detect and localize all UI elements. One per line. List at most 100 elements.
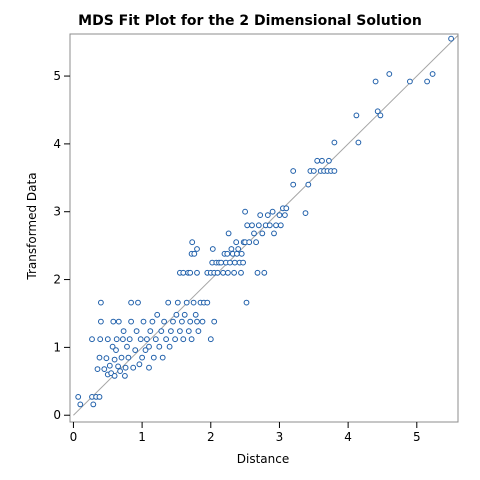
data-point — [98, 318, 104, 325]
data-point — [227, 259, 233, 266]
data-point — [233, 239, 240, 246]
data-point — [220, 269, 227, 276]
data-point — [104, 336, 111, 343]
data-point — [109, 343, 116, 350]
data-point — [133, 328, 140, 335]
data-point — [238, 269, 244, 276]
plot-frame — [69, 33, 459, 423]
data-point — [377, 112, 384, 119]
data-point — [140, 318, 147, 325]
data-point — [259, 230, 266, 237]
data-point — [154, 311, 161, 318]
data-point — [97, 336, 104, 343]
data-point — [235, 246, 242, 252]
data-point — [156, 343, 163, 350]
data-point — [310, 168, 317, 174]
data-point — [106, 362, 113, 369]
data-point — [355, 139, 362, 146]
data-point — [194, 269, 200, 276]
data-point — [177, 328, 183, 335]
data-point — [181, 311, 188, 318]
data-point — [326, 157, 332, 164]
data-point — [290, 181, 297, 188]
data-point — [199, 318, 206, 325]
data-point — [165, 299, 172, 306]
data-point — [448, 35, 455, 42]
data-point — [204, 299, 211, 306]
data-point — [209, 246, 216, 252]
data-point — [122, 364, 129, 371]
data-point — [94, 366, 101, 373]
data-point — [152, 336, 159, 343]
data-point — [96, 354, 103, 361]
data-point — [144, 336, 150, 343]
data-point — [101, 366, 108, 373]
data-point — [231, 259, 238, 266]
data-point — [120, 328, 127, 335]
data-point — [190, 299, 197, 306]
data-point — [122, 373, 128, 379]
data-point — [238, 250, 245, 257]
data-point — [277, 222, 284, 229]
data-point — [179, 318, 185, 325]
data-point — [253, 239, 260, 246]
data-point — [282, 212, 288, 219]
data-point — [103, 355, 110, 362]
data-point — [180, 336, 187, 343]
data-point — [225, 269, 231, 276]
data-point — [302, 210, 309, 217]
data-point — [120, 336, 126, 343]
data-point — [192, 311, 199, 318]
data-point — [249, 222, 255, 229]
data-point — [234, 250, 240, 257]
data-point — [228, 246, 235, 252]
data-point — [126, 336, 133, 343]
data-point — [110, 318, 117, 325]
data-point — [188, 336, 195, 343]
data-point — [98, 299, 104, 306]
data-point — [146, 343, 152, 350]
plot-area: 0 1 2 3 4 5 0 1 2 3 4 5 — [53, 33, 459, 444]
data-point — [218, 259, 225, 266]
data-point — [185, 328, 192, 335]
data-point — [149, 318, 156, 325]
y-tick-label: 4 — [53, 137, 61, 151]
data-point — [386, 71, 393, 77]
y-tick-label: 3 — [53, 205, 61, 219]
data-point — [407, 78, 413, 85]
data-point — [374, 108, 381, 115]
data-point — [115, 318, 122, 325]
data-point — [331, 139, 338, 146]
data-point — [231, 269, 238, 276]
data-point — [194, 246, 200, 252]
data-point — [75, 394, 82, 400]
chart-title: MDS Fit Plot for the 2 Dimensional Solut… — [78, 13, 422, 29]
data-point — [128, 318, 135, 325]
data-point — [174, 299, 181, 306]
data-point — [187, 318, 194, 325]
data-point — [135, 299, 141, 306]
data-point — [111, 373, 118, 379]
x-tick-label: 0 — [70, 430, 78, 444]
data-point — [319, 157, 325, 164]
data-point — [77, 401, 84, 408]
data-point — [113, 336, 120, 343]
data-point — [163, 336, 170, 343]
data-point — [372, 78, 379, 85]
data-point — [187, 269, 194, 276]
data-point — [146, 364, 152, 371]
data-point — [117, 368, 123, 375]
y-tick-label: 2 — [53, 273, 61, 287]
data-point — [283, 205, 290, 212]
data-point — [240, 259, 247, 266]
data-point — [211, 318, 218, 325]
data-point — [113, 347, 119, 354]
x-axis-label: Distance — [237, 452, 289, 466]
y-axis-label: Transformed Data — [25, 172, 39, 280]
data-point — [424, 78, 431, 85]
data-point — [276, 212, 283, 219]
data-point — [290, 168, 297, 174]
data-point — [115, 363, 121, 370]
data-point — [305, 181, 312, 188]
data-point — [166, 343, 173, 350]
